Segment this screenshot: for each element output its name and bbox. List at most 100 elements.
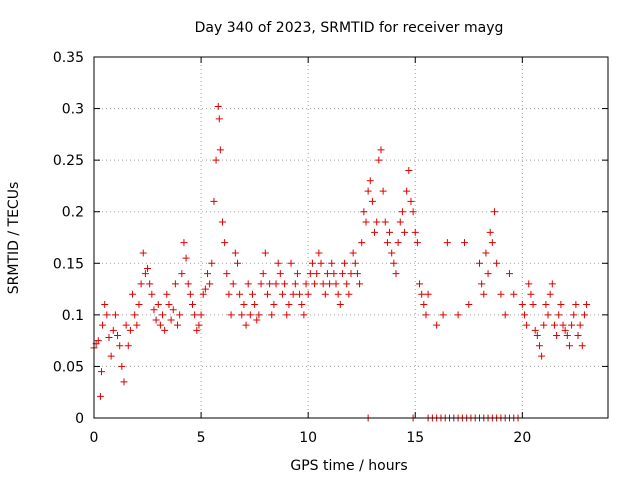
- data-point: [268, 311, 276, 319]
- data-point: [144, 264, 152, 272]
- data-point: [291, 280, 299, 288]
- data-point: [424, 290, 432, 298]
- x-axis-label: GPS time / hours: [290, 458, 407, 474]
- data-point: [542, 301, 550, 309]
- data-point: [191, 311, 199, 319]
- data-point: [109, 326, 117, 334]
- data-point: [345, 290, 353, 298]
- data-point: [411, 228, 419, 236]
- data-point: [533, 331, 541, 339]
- data-point: [401, 228, 409, 236]
- data-point: [356, 280, 364, 288]
- data-point: [570, 311, 578, 319]
- data-point: [550, 321, 558, 329]
- data-point: [488, 239, 496, 247]
- data-point: [315, 249, 323, 257]
- data-point: [349, 249, 357, 257]
- data-point: [308, 259, 316, 267]
- data-point: [336, 301, 344, 309]
- data-point: [535, 342, 543, 350]
- data-point: [99, 321, 107, 329]
- data-point: [174, 321, 182, 329]
- data-point: [326, 280, 334, 288]
- data-point: [152, 316, 160, 324]
- plot-frame: [93, 56, 609, 419]
- data-point: [242, 321, 250, 329]
- data-point: [465, 301, 473, 309]
- data-point: [366, 177, 374, 185]
- data-point: [259, 270, 267, 278]
- data-point: [214, 103, 222, 111]
- data-point: [306, 270, 314, 278]
- data-point: [418, 290, 426, 298]
- data-point: [216, 146, 224, 154]
- data-point: [287, 259, 295, 267]
- x-tick-label: 10: [299, 430, 317, 446]
- data-point: [416, 280, 424, 288]
- data-point: [347, 270, 355, 278]
- data-point: [360, 208, 368, 216]
- data-point: [396, 218, 404, 226]
- data-point: [394, 239, 402, 247]
- data-point: [334, 290, 342, 298]
- data-point: [484, 270, 492, 278]
- data-point: [229, 280, 237, 288]
- data-point: [531, 326, 539, 334]
- data-point: [107, 352, 115, 360]
- data-point: [525, 280, 533, 288]
- data-point: [439, 311, 447, 319]
- scatter-marks: [90, 103, 591, 422]
- data-point: [103, 311, 111, 319]
- data-point: [116, 342, 124, 350]
- data-point: [274, 259, 282, 267]
- data-point: [146, 280, 154, 288]
- data-point: [270, 301, 278, 309]
- data-point: [156, 321, 164, 329]
- data-point: [576, 321, 584, 329]
- data-point: [375, 156, 383, 164]
- data-point: [131, 311, 139, 319]
- data-point: [493, 259, 501, 267]
- data-point: [555, 311, 563, 319]
- tick-labels: 0 0.05 0.1 0.15 0.2 0.25 0.3 0.35 0 5 10 15 20: [53, 50, 531, 446]
- data-point: [94, 337, 102, 345]
- data-point: [529, 301, 537, 309]
- data-point: [248, 290, 256, 298]
- data-point: [497, 290, 505, 298]
- data-point: [266, 280, 274, 288]
- data-point: [261, 249, 269, 257]
- data-point: [390, 259, 398, 267]
- data-point: [182, 254, 190, 262]
- data-point: [165, 301, 173, 309]
- data-point: [505, 270, 513, 278]
- data-point: [538, 352, 546, 360]
- data-point: [204, 270, 212, 278]
- data-point: [518, 301, 526, 309]
- data-point: [321, 290, 329, 298]
- data-point: [240, 301, 248, 309]
- data-point: [319, 280, 327, 288]
- data-point: [169, 306, 177, 314]
- data-point: [96, 392, 104, 400]
- data-point: [276, 270, 284, 278]
- data-point: [580, 311, 588, 319]
- data-point: [208, 259, 216, 267]
- data-point: [559, 321, 567, 329]
- data-point: [546, 290, 554, 298]
- data-point: [409, 208, 417, 216]
- data-point: [101, 301, 109, 309]
- data-point: [501, 311, 509, 319]
- data-point: [221, 239, 229, 247]
- data-point: [135, 301, 143, 309]
- data-point: [236, 290, 244, 298]
- data-point: [373, 218, 381, 226]
- data-point: [388, 249, 396, 257]
- data-point: [490, 208, 498, 216]
- data-point: [225, 290, 233, 298]
- data-point: [553, 331, 561, 339]
- data-point: [255, 311, 263, 319]
- data-point: [296, 290, 304, 298]
- data-point: [482, 249, 490, 257]
- data-point: [383, 239, 391, 247]
- y-tick-label: 0.25: [53, 153, 84, 169]
